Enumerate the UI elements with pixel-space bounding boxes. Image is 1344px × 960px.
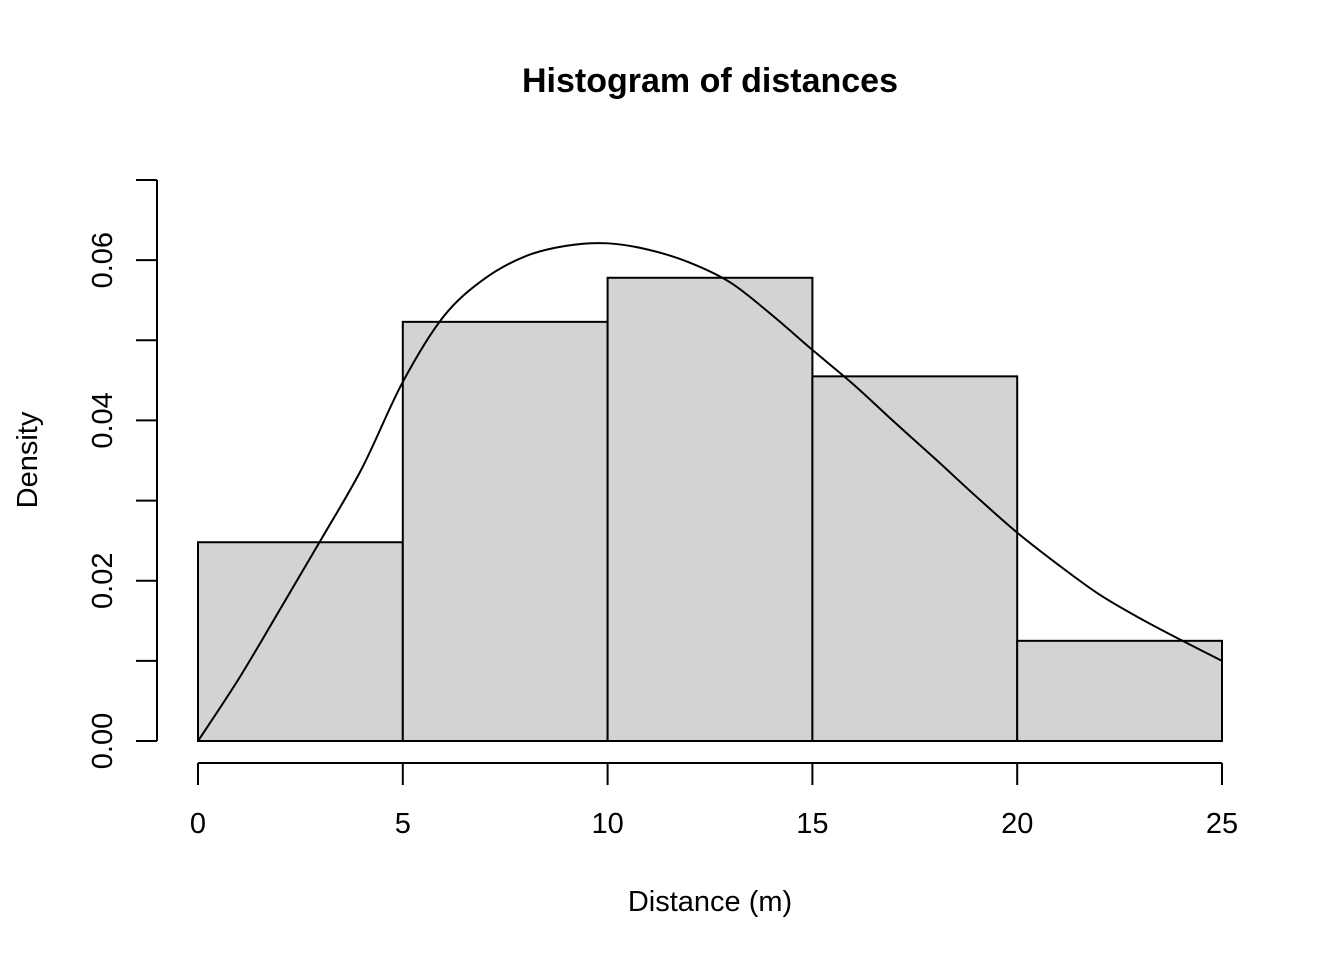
histogram-bar-3	[811, 375, 1019, 742]
y-tick-label-2: 0.02	[87, 552, 119, 608]
y-axis-label: Density	[12, 411, 44, 508]
x-tick-label-1: 5	[395, 808, 411, 840]
x-tick-label-5: 25	[1206, 808, 1238, 840]
x-tick-label-4: 20	[1001, 808, 1033, 840]
y-tick-label-6: 0.06	[87, 232, 119, 288]
density-curve-group	[197, 242, 1223, 742]
y-tick-label-4: 0.04	[87, 392, 119, 448]
histogram-bar-4	[1016, 639, 1224, 742]
x-axis: 0 5 10 15 20 25	[190, 762, 1238, 840]
histogram-bar-0	[197, 541, 404, 743]
x-axis-label: Distance (m)	[628, 886, 792, 918]
y-axis: 0.00 0.02 0.04 0.06	[87, 179, 158, 769]
x-tick-label-0: 0	[190, 808, 206, 840]
density-curve	[197, 242, 1223, 742]
y-tick-label-0: 0.00	[87, 713, 119, 769]
histogram-bar-2	[606, 276, 814, 742]
x-tick-label-3: 15	[796, 808, 828, 840]
histogram-bar-1	[401, 320, 609, 742]
histogram-bars	[197, 276, 1224, 743]
x-tick-label-2: 10	[591, 808, 623, 840]
chart-title: Histogram of distances	[522, 62, 898, 100]
